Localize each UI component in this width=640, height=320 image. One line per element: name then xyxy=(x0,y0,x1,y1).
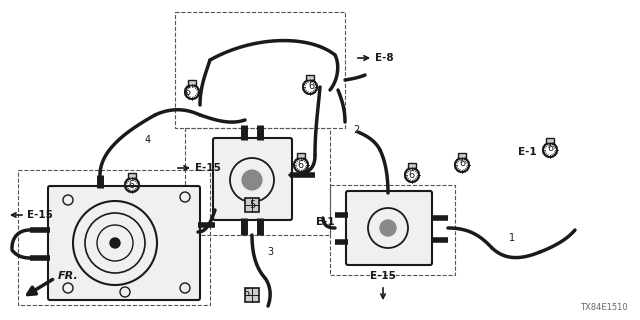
Bar xyxy=(330,185,455,275)
Bar xyxy=(185,128,330,235)
Text: E-15: E-15 xyxy=(195,163,221,173)
Text: 3: 3 xyxy=(267,247,273,257)
Bar xyxy=(245,288,259,302)
Text: 6: 6 xyxy=(308,81,314,91)
Circle shape xyxy=(110,238,120,248)
Text: E-15: E-15 xyxy=(370,271,396,281)
Bar xyxy=(458,153,466,158)
Bar xyxy=(175,12,345,128)
Text: E-1: E-1 xyxy=(316,217,334,227)
Bar xyxy=(128,173,136,178)
Text: E-8: E-8 xyxy=(375,53,394,63)
Bar xyxy=(297,153,305,158)
Text: 6: 6 xyxy=(408,170,414,180)
Text: FR.: FR. xyxy=(58,271,79,281)
FancyBboxPatch shape xyxy=(213,138,292,220)
Bar xyxy=(18,170,210,305)
Bar xyxy=(408,163,416,168)
Bar xyxy=(188,80,196,85)
Text: 5: 5 xyxy=(249,200,255,210)
Text: 2: 2 xyxy=(353,125,359,135)
Text: E-1: E-1 xyxy=(518,147,536,157)
Bar xyxy=(306,75,314,80)
Text: TX84E1510: TX84E1510 xyxy=(580,303,628,312)
Circle shape xyxy=(242,170,262,190)
FancyBboxPatch shape xyxy=(346,191,432,265)
Text: E-15: E-15 xyxy=(27,210,53,220)
Text: 4: 4 xyxy=(145,135,151,145)
Circle shape xyxy=(380,220,396,236)
Text: 6: 6 xyxy=(184,87,190,97)
Bar xyxy=(245,198,259,212)
Text: 1: 1 xyxy=(509,233,515,243)
Bar xyxy=(546,138,554,143)
Text: 5: 5 xyxy=(243,288,249,298)
Text: 6: 6 xyxy=(128,180,134,190)
FancyBboxPatch shape xyxy=(48,186,200,300)
Text: 6: 6 xyxy=(297,160,303,170)
Text: 6: 6 xyxy=(459,158,465,168)
Text: 6: 6 xyxy=(547,143,553,153)
